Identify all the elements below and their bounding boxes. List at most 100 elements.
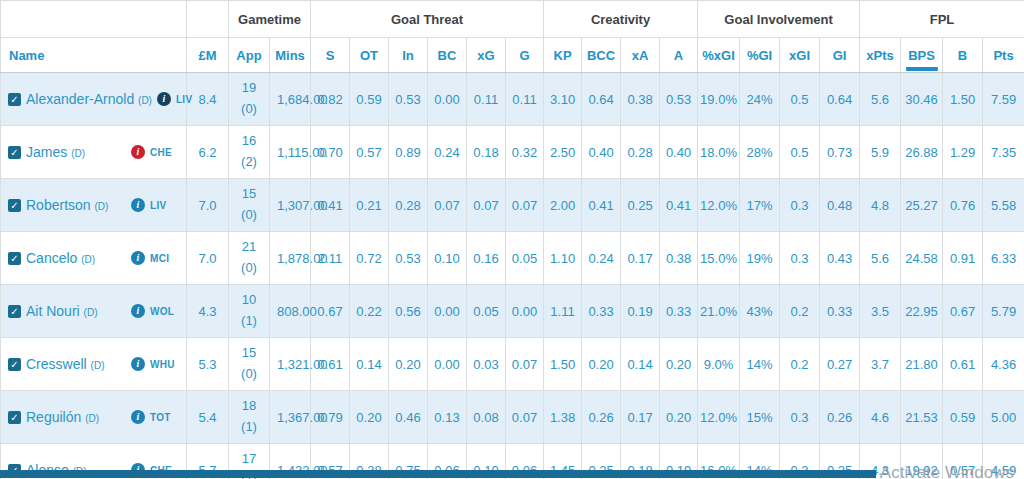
player-name-link[interactable]: Reguilón (D) xyxy=(26,409,99,425)
player-name-cell: ✓Ait Nouri (D)iWOL xyxy=(1,285,187,338)
player-position: (D) xyxy=(85,413,99,424)
col-header-b[interactable]: B xyxy=(943,38,983,73)
cell-appearances: 19(0) xyxy=(229,73,270,126)
player-position: (D) xyxy=(91,360,105,371)
col-header-bcc[interactable]: BCC xyxy=(582,38,621,73)
cell-price: 7.0 xyxy=(187,232,229,285)
info-icon[interactable]: i xyxy=(131,251,145,265)
col-header-m[interactable]: £M xyxy=(187,38,229,73)
cell-xa: 0.25 xyxy=(621,179,660,232)
cell-xgi: 0.2 xyxy=(780,338,820,391)
row-checkbox[interactable]: ✓ xyxy=(8,252,21,265)
cell-ot: 0.59 xyxy=(350,73,389,126)
group-header-gametime: Gametime xyxy=(229,1,311,38)
row-checkbox[interactable]: ✓ xyxy=(8,146,21,159)
col-header-name[interactable]: Name xyxy=(1,38,187,73)
player-row: ✓Reguilón (D)iTOT5.418(1)1,367.000.790.2… xyxy=(1,391,1024,444)
col-header-bc[interactable]: BC xyxy=(428,38,467,73)
col-header-xa[interactable]: xA xyxy=(621,38,660,73)
cell-minutes: 1,115.00 xyxy=(270,126,311,179)
fpl-stats-page: GametimeGoal ThreatCreativityGoal Involv… xyxy=(0,0,1024,479)
col-header-a[interactable]: A xyxy=(660,38,698,73)
cell-pts: 7.59 xyxy=(983,73,1024,126)
col-header-gi[interactable]: %GI xyxy=(740,38,780,73)
col-header-g[interactable]: G xyxy=(506,38,544,73)
col-header-gi[interactable]: GI xyxy=(820,38,860,73)
cell-xpts: 4.6 xyxy=(860,391,901,444)
cell-in: 0.46 xyxy=(389,391,428,444)
cell-appearances: 21(0) xyxy=(229,232,270,285)
info-icon[interactable]: i xyxy=(131,410,145,424)
player-position: (D) xyxy=(71,148,85,159)
info-icon[interactable]: i xyxy=(131,304,145,318)
cell-pts: 5.79 xyxy=(983,285,1024,338)
cell-appearances: 16(2) xyxy=(229,126,270,179)
player-name-link[interactable]: Cresswell (D) xyxy=(26,356,104,372)
player-name-link[interactable]: Alexander-Arnold (D) xyxy=(26,91,152,107)
cell-in: 0.53 xyxy=(389,232,428,285)
group-header-empty xyxy=(187,1,229,38)
row-checkbox[interactable]: ✓ xyxy=(8,199,21,212)
cell-xgi: 0.5 xyxy=(780,126,820,179)
cell-xgi: 15.0% xyxy=(698,232,740,285)
cell-bps: 24.58 xyxy=(901,232,943,285)
cell-a: 0.38 xyxy=(660,232,698,285)
group-header-row: GametimeGoal ThreatCreativityGoal Involv… xyxy=(1,1,1024,38)
cell-gi: 28% xyxy=(740,126,780,179)
group-header-goal-involvement: Goal Involvement xyxy=(698,1,860,38)
cell-bcc: 0.41 xyxy=(582,179,621,232)
player-name-link[interactable]: Robertson (D) xyxy=(26,197,108,213)
col-header-bps[interactable]: BPS xyxy=(901,38,943,73)
info-icon[interactable]: i xyxy=(131,145,145,159)
cell-b: 0.67 xyxy=(943,285,983,338)
info-icon[interactable]: i xyxy=(131,198,145,212)
player-position: (D) xyxy=(84,307,98,318)
col-header-pts[interactable]: Pts xyxy=(983,38,1024,73)
player-name-link[interactable]: James (D) xyxy=(26,144,85,160)
horizontal-scrollbar-thumb[interactable] xyxy=(0,470,876,478)
cell-xpts: 3.7 xyxy=(860,338,901,391)
col-header-in[interactable]: In xyxy=(389,38,428,73)
cell-xpts: 5.6 xyxy=(860,232,901,285)
cell-xg: 0.11 xyxy=(467,73,506,126)
team-abbr: WHU xyxy=(150,359,178,370)
row-checkbox[interactable]: ✓ xyxy=(8,305,21,318)
col-header-s[interactable]: S xyxy=(311,38,350,73)
col-header-ot[interactable]: OT xyxy=(350,38,389,73)
cell-gi: 14% xyxy=(740,338,780,391)
player-row: ✓Alexander-Arnold (D)iLIV8.419(0)1,684.0… xyxy=(1,73,1024,126)
col-header-xpts[interactable]: xPts xyxy=(860,38,901,73)
player-name-cell: ✓ Cresswell (D) i WHU xyxy=(1,338,187,391)
cell-g: 0.11 xyxy=(506,73,544,126)
cell-xgi: 0.2 xyxy=(780,285,820,338)
col-header-kp[interactable]: KP xyxy=(544,38,582,73)
info-icon[interactable]: i xyxy=(131,357,145,371)
cell-a: 0.33 xyxy=(660,285,698,338)
player-name-link[interactable]: Ait Nouri (D) xyxy=(26,303,97,319)
row-checkbox[interactable]: ✓ xyxy=(8,93,21,106)
cell-in: 0.89 xyxy=(389,126,428,179)
row-checkbox[interactable]: ✓ xyxy=(8,358,21,371)
cell-kp: 2.00 xyxy=(544,179,582,232)
player-row: ✓Robertson (D)iLIV7.015(0)1,307.000.410.… xyxy=(1,179,1024,232)
col-header-xgi[interactable]: xGI xyxy=(780,38,820,73)
info-icon[interactable]: i xyxy=(157,92,171,106)
cell-minutes: 1,307.00 xyxy=(270,179,311,232)
row-checkbox[interactable]: ✓ xyxy=(8,411,21,424)
col-header-mins[interactable]: Mins xyxy=(270,38,311,73)
cell-gi: 24% xyxy=(740,73,780,126)
cell-bc: 0.00 xyxy=(428,73,467,126)
team-abbr: CHE xyxy=(150,147,178,158)
cell-gi: 43% xyxy=(740,285,780,338)
col-header-xg[interactable]: xG xyxy=(467,38,506,73)
col-header-app[interactable]: App xyxy=(229,38,270,73)
col-header-xgi[interactable]: %xGI xyxy=(698,38,740,73)
team-abbr: TOT xyxy=(150,412,178,423)
player-name-link[interactable]: Cancelo (D) xyxy=(26,250,95,266)
cell-bps: 21.53 xyxy=(901,391,943,444)
team-abbr: LIV xyxy=(150,200,178,211)
cell-price: 4.3 xyxy=(187,285,229,338)
cell-g: 0.05 xyxy=(506,232,544,285)
cell-gi: 0.64 xyxy=(820,73,860,126)
cell-ot: 0.22 xyxy=(350,285,389,338)
